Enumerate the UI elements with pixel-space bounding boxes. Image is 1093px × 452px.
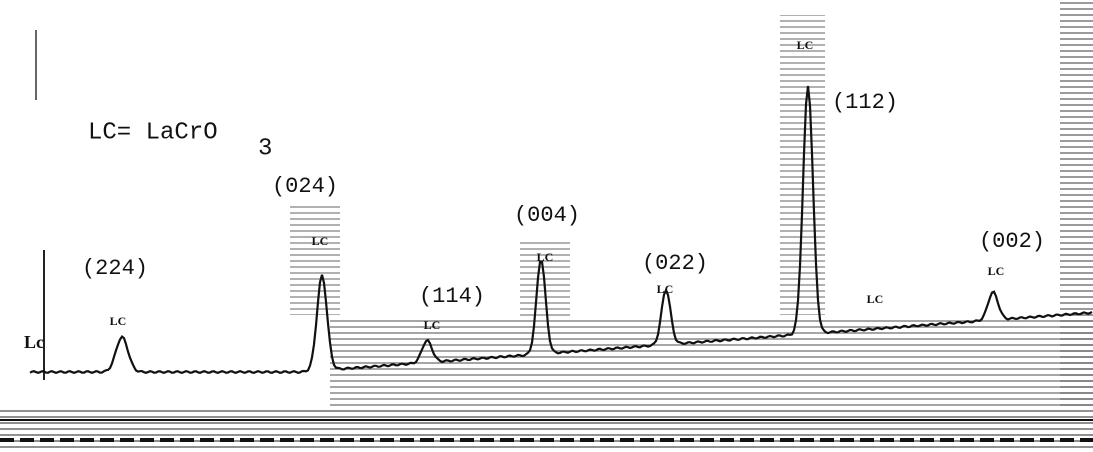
background-rulings <box>780 15 825 315</box>
lc-mark: LC <box>537 250 554 264</box>
tick-strip <box>0 408 1093 452</box>
peak-label: (004) <box>514 203 580 228</box>
lc-mark: Lc <box>24 332 44 352</box>
lc-mark: LC <box>797 38 814 52</box>
peak-label: (114) <box>419 284 485 309</box>
peak-label: (024) <box>272 174 338 199</box>
diffraction-curve <box>29 85 1093 374</box>
background-rulings <box>330 318 1093 408</box>
lc-mark: LC <box>988 264 1005 278</box>
peak-label: (224) <box>82 256 148 281</box>
legend-text: LC= LaCrO <box>88 119 218 146</box>
legend-subscript: 3 <box>258 135 272 162</box>
peak-label: (022) <box>642 251 708 276</box>
lc-mark: LC <box>312 234 329 248</box>
background-rulings <box>290 205 340 315</box>
lc-mark: LC <box>424 318 441 332</box>
lc-mark: LC <box>110 314 127 328</box>
background-rulings <box>1060 0 1093 410</box>
lc-mark: LC <box>657 282 674 296</box>
peak-label: (112) <box>832 90 898 115</box>
peak-label: (002) <box>979 229 1045 254</box>
lc-mark: LC <box>867 292 884 306</box>
